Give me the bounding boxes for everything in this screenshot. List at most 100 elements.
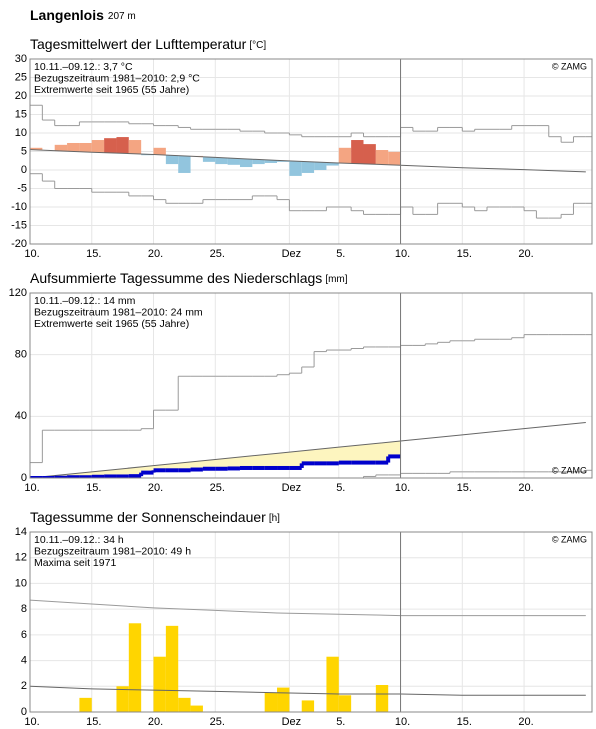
- anomaly-bar: [30, 147, 43, 150]
- anomaly-bar: [239, 158, 253, 168]
- chart: Tagesmittelwert der Lufttemperatur [°C]30…: [11, 36, 593, 260]
- credit: © ZAMG: [552, 534, 587, 544]
- x-tick-label: 15.: [457, 248, 472, 260]
- y-tick-label: 15: [15, 108, 27, 120]
- y-tick-label: 6: [21, 629, 27, 641]
- anomaly-bar: [67, 142, 80, 152]
- plot-frame: [29, 292, 593, 479]
- x-tick-label: Dez: [282, 716, 302, 728]
- chart-title: Aufsummierte Tagessumme des Niederschlag…: [30, 270, 348, 286]
- anomaly-bar: [165, 155, 179, 165]
- annotation: Extremwerte seit 1965 (55 Jahre): [34, 318, 189, 330]
- title-unit: [h]: [269, 513, 280, 524]
- plot: [30, 104, 592, 219]
- x-tick-label: 25.: [210, 716, 225, 728]
- station-elevation: 207 m: [108, 11, 136, 22]
- anomaly-bar: [289, 161, 302, 176]
- x-tick-label: 10.: [395, 482, 410, 494]
- anomaly-bar: [178, 155, 191, 173]
- anomaly-bar: [277, 160, 290, 162]
- anomaly-bar: [375, 150, 389, 165]
- y-tick-label: -20: [11, 238, 27, 250]
- line: [30, 149, 586, 173]
- x-tick-label: 10.: [24, 716, 39, 728]
- y-tick-label: -10: [11, 201, 27, 213]
- x-tick-label: 15.: [86, 482, 101, 494]
- x-tick-label: 5.: [336, 248, 345, 260]
- plot: [30, 334, 592, 478]
- x-tick-label: 25.: [210, 248, 225, 260]
- y-tick-label: 40: [15, 410, 27, 422]
- bar: [375, 685, 389, 712]
- y-tick-label: 0: [21, 706, 27, 718]
- x-tick-label: 15.: [86, 716, 101, 728]
- anomaly-bar: [91, 140, 105, 153]
- anomaly-bar: [388, 151, 401, 165]
- x-tick-label: 25.: [210, 482, 225, 494]
- anomaly-bar: [338, 147, 352, 164]
- anomaly-bar: [202, 157, 216, 162]
- annotation: Maxima seit 1971: [34, 557, 116, 569]
- y-tick-label: 20: [15, 90, 27, 102]
- y-tick-label: 25: [15, 71, 27, 83]
- bar: [190, 705, 203, 712]
- y-tick-label: 10: [15, 577, 27, 589]
- credit: © ZAMG: [552, 61, 587, 71]
- x-tick-label: 5.: [336, 482, 345, 494]
- y-tick-label: -5: [17, 182, 27, 194]
- anomaly-bar: [79, 142, 92, 152]
- x-tick-label: 20.: [148, 482, 163, 494]
- bar: [338, 695, 352, 712]
- y-tick-label: 14: [15, 526, 27, 538]
- x-tick-label: 10.: [395, 716, 410, 728]
- x-tick-label: 15.: [457, 716, 472, 728]
- line: [30, 685, 586, 696]
- bar: [153, 656, 166, 712]
- bar: [116, 686, 129, 712]
- bar: [79, 697, 92, 712]
- bar: [326, 656, 339, 712]
- plot-background: [30, 293, 592, 478]
- x-tick-label: 20.: [518, 482, 533, 494]
- anomaly-bar: [153, 147, 166, 155]
- y-tick-label: 4: [21, 654, 27, 666]
- x-tick-label: 10.: [24, 482, 39, 494]
- title-unit: [mm]: [325, 274, 347, 285]
- annotation: Bezugszeitraum 1981–2010: 2,9 °C: [34, 72, 200, 84]
- line: [30, 599, 586, 617]
- x-tick-label: 10.: [24, 248, 39, 260]
- y-tick-label: 5: [21, 145, 27, 157]
- annotation: Extremwerte seit 1965 (55 Jahre): [34, 84, 189, 96]
- anomaly-bar: [252, 159, 265, 165]
- x-tick-label: 15.: [86, 248, 101, 260]
- title-text: Aufsummierte Tagessumme des Niederschlag…: [30, 270, 322, 286]
- y-tick-label: 10: [15, 127, 27, 139]
- bar: [301, 700, 315, 712]
- plot-background: [30, 532, 592, 712]
- x-tick-label: 15.: [457, 482, 472, 494]
- y-tick-label: 30: [15, 53, 27, 65]
- annotation: 10.11.–09.12.: 34 h: [34, 534, 124, 546]
- anomaly-bar: [215, 157, 228, 165]
- y-tick-label: 12: [15, 552, 27, 564]
- anomaly-bar: [326, 162, 339, 166]
- plot-frame: [29, 531, 593, 713]
- chart: Aufsummierte Tagessumme des Niederschlag…: [9, 270, 593, 494]
- bar: [264, 692, 278, 712]
- y-tick-label: -15: [11, 219, 27, 231]
- anomaly-bar: [128, 140, 142, 154]
- plot: [30, 599, 586, 712]
- bar: [128, 623, 142, 712]
- title-unit: [°C]: [249, 40, 266, 51]
- x-tick-label: Dez: [282, 482, 302, 494]
- y-tick-label: 2: [21, 680, 27, 692]
- anomaly-bar: [301, 161, 315, 173]
- y-tick-label: 0: [21, 164, 27, 176]
- annotation: Bezugszeitraum 1981–2010: 49 h: [34, 545, 191, 557]
- title-text: Tagessumme der Sonnenscheindauer: [30, 509, 266, 525]
- x-tick-label: 20.: [148, 716, 163, 728]
- annotation: 10.11.–09.12.: 14 mm: [34, 295, 136, 307]
- x-tick-label: 20.: [518, 248, 533, 260]
- station-name: Langenlois: [30, 7, 104, 23]
